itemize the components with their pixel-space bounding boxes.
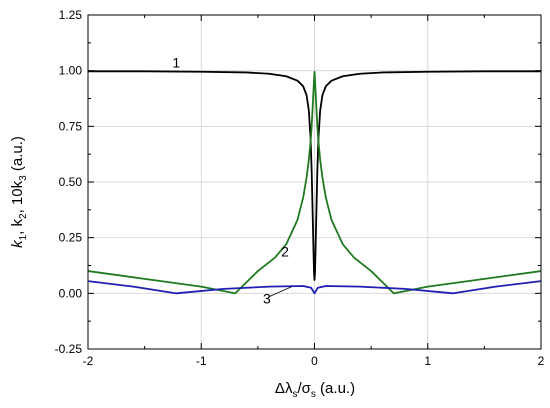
y-tick-label: -0.25 (55, 342, 83, 356)
series-line-3 (87, 280, 542, 295)
annotations: 1 2 3 (172, 54, 293, 306)
x-tick-label: 0 (311, 354, 318, 368)
x-tick-label: 1 (424, 354, 431, 368)
y-tick-label: 0.25 (59, 231, 83, 245)
x-axis-title-sub2: s (311, 389, 316, 400)
curve-label-3: 3 (263, 290, 271, 306)
label-3-leader (269, 286, 293, 298)
x-axis-title: Δλs/σs (a.u.) (275, 380, 355, 400)
series-line-2 (87, 70, 542, 295)
y-tick-label: 1.25 (59, 8, 83, 22)
curve-label-1: 1 (172, 54, 180, 70)
y-axis-title-b-sub: 2 (18, 213, 29, 219)
y-axis-title-a-sub: 1 (18, 234, 29, 240)
x-axis-ticks: -2 -1 0 1 2 (83, 15, 545, 368)
x-tick-label: 2 (538, 354, 545, 368)
x-axis-title-main: Δλ (275, 380, 293, 397)
x-tick-label: -1 (196, 354, 207, 368)
y-axis-title-c-sub: 3 (18, 175, 29, 181)
series-group (87, 70, 542, 295)
y-tick-label: 0.00 (59, 286, 83, 300)
y-tick-label: 0.75 (59, 119, 83, 133)
x-axis-title-mid: /σ (297, 380, 311, 397)
x-axis-title-unit: (a.u.) (316, 380, 355, 397)
y-tick-label: 1.00 (59, 64, 83, 78)
grid-lines (88, 15, 541, 349)
y-axis-title-unit: (a.u.) (9, 136, 26, 175)
y-axis-title-c: , 10k (9, 180, 26, 213)
y-axis-title: k1, k2, 10k3 (a.u.) (9, 136, 29, 248)
y-tick-label: 0.50 (59, 175, 83, 189)
series-line-1 (88, 70, 541, 281)
y-axis-title-a: k (9, 239, 26, 248)
y-axis-ticks: -0.25 0.00 0.25 0.50 0.75 1.00 1.25 (55, 8, 541, 356)
y-axis-title-b: , k (9, 218, 26, 234)
x-tick-label: -2 (83, 354, 94, 368)
curve-label-2: 2 (281, 244, 289, 260)
x-axis-title-sub1: s (292, 389, 297, 400)
